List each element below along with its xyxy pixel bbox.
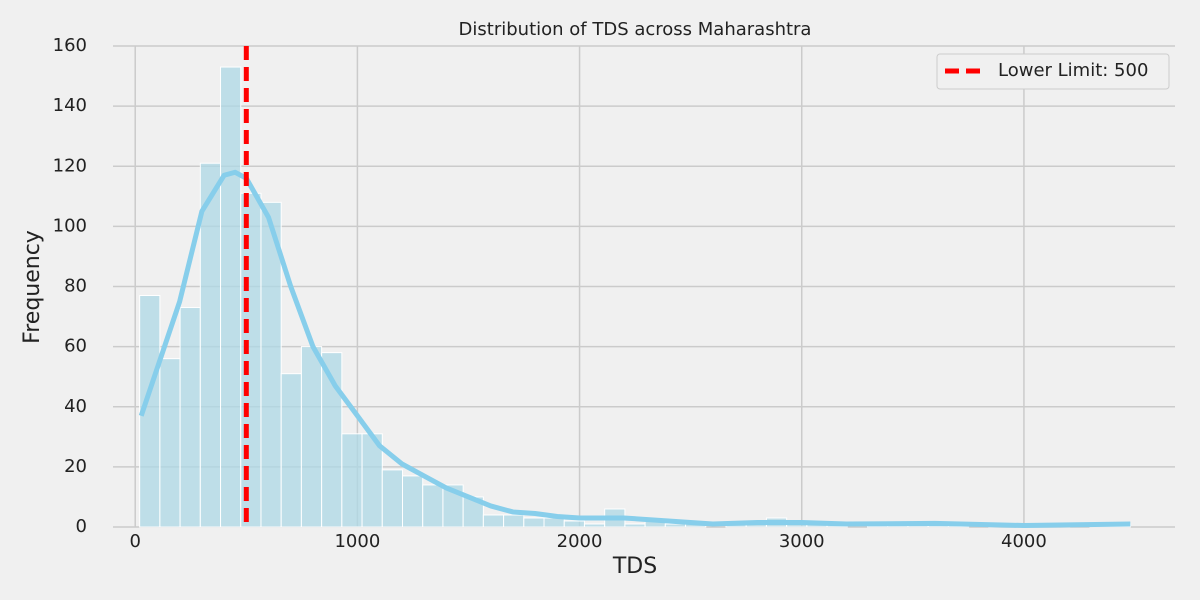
y-tick-label: 140 [53, 95, 87, 116]
x-axis-label: TDS [612, 554, 657, 579]
y-tick-label: 60 [64, 336, 87, 357]
bar [240, 192, 262, 528]
y-tick-label: 80 [64, 276, 87, 297]
bar [260, 201, 282, 528]
bar [583, 523, 606, 528]
bar [199, 162, 222, 528]
legend-box [936, 53, 1170, 90]
y-tick-label: 0 [76, 516, 87, 537]
bar [523, 517, 545, 528]
x-tick-label: 0 [129, 531, 140, 552]
y-tick-label: 40 [64, 396, 87, 417]
bar [503, 514, 525, 528]
chart-title: Distribution of TDS across Maharashtra [459, 19, 812, 40]
y-tick-label: 100 [53, 215, 87, 236]
y-axis-label: Frequency [20, 230, 45, 344]
bar [482, 514, 505, 528]
x-tick-label: 2000 [557, 531, 603, 552]
bar [422, 484, 444, 528]
bar [401, 475, 424, 528]
bar [624, 523, 646, 528]
bar [179, 307, 201, 528]
legend-label: Lower Limit: 500 [998, 60, 1148, 81]
x-tick-label: 3000 [779, 531, 825, 552]
bar [381, 469, 403, 528]
x-tick-label: 4000 [1001, 531, 1047, 552]
bar [280, 373, 302, 528]
bar [543, 517, 565, 528]
bar [220, 66, 242, 528]
bar [341, 433, 363, 528]
x-tick-label: 1000 [334, 531, 380, 552]
y-tick-label: 20 [64, 456, 87, 477]
y-tick-label: 160 [53, 35, 87, 56]
bar [563, 520, 585, 528]
bar [300, 346, 323, 528]
y-tick-label: 120 [53, 155, 87, 176]
bar [159, 358, 181, 528]
